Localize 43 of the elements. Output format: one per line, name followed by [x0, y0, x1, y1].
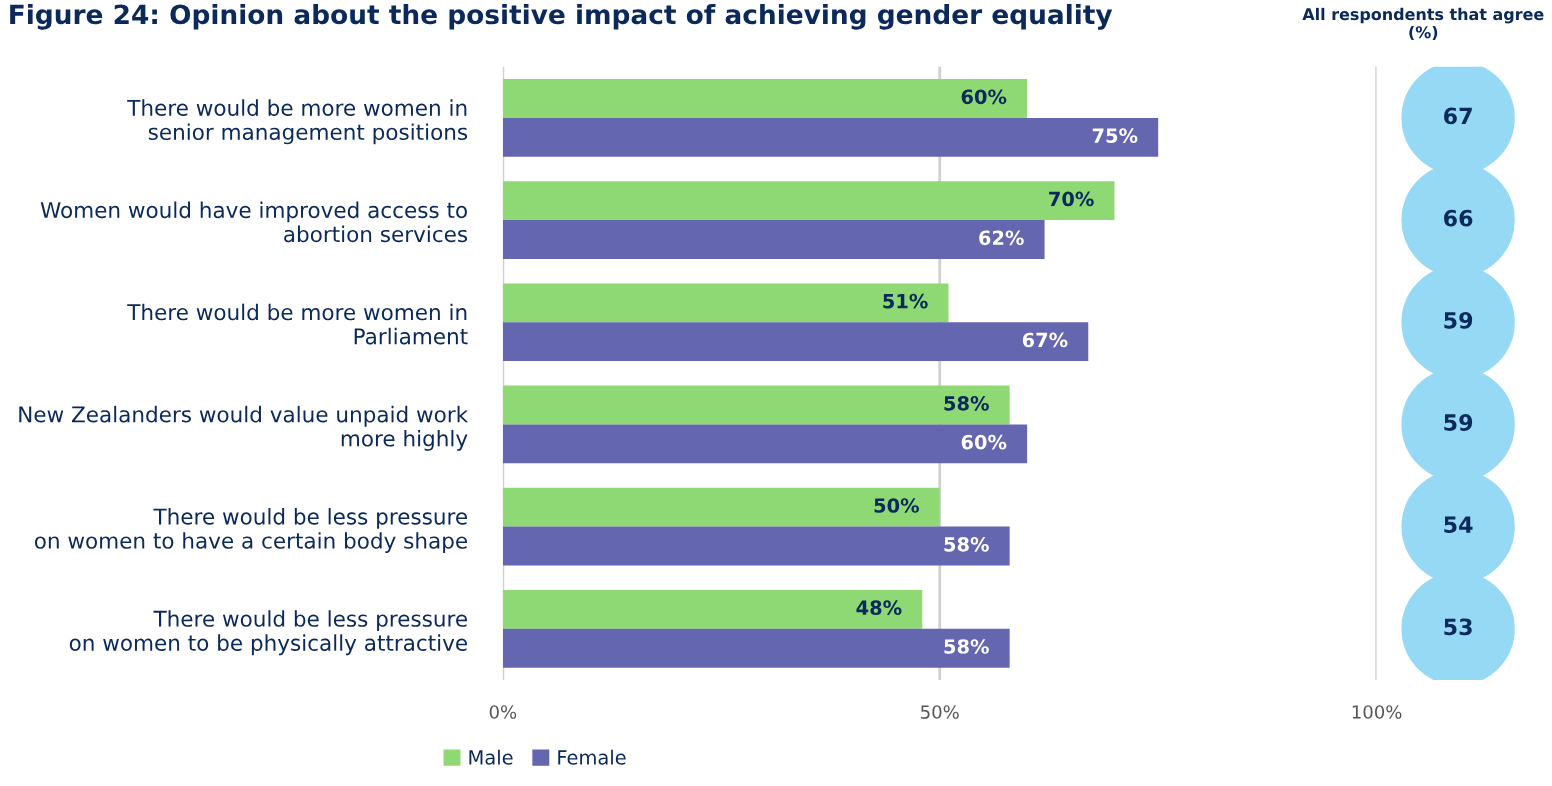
x-tick-label: 0% [489, 705, 517, 719]
x-tick-label: 50% [921, 705, 959, 719]
bar [502, 283, 949, 323]
text: All respondents that agree (%) [1302, 7, 1544, 41]
data-label: 60% [961, 434, 1007, 450]
data-label: 58% [944, 395, 989, 411]
data-label: 50% [874, 498, 919, 513]
y-tick-label: Women would have improved access to abortion services [40, 201, 468, 243]
data-label: 58% [944, 536, 989, 552]
bar [502, 628, 1010, 668]
bar [502, 589, 923, 629]
bar [502, 487, 940, 527]
bar [502, 322, 1089, 362]
y-tick-label: There would be more women in Parliament [127, 303, 468, 345]
data-label: 58% [944, 639, 989, 654]
bar [502, 526, 1010, 566]
data-label: 67 [1444, 107, 1472, 125]
bar [502, 79, 1028, 118]
bar [502, 220, 1045, 259]
bar [502, 385, 1010, 425]
y-tick-label: There would be more women in senior management positions [127, 99, 468, 145]
data-label: 53 [1444, 618, 1472, 636]
y-tick-label: There would be less pressure on women to have a certain body shape [34, 508, 467, 553]
data-label: 60% [961, 89, 1007, 105]
data-label: 75% [1092, 128, 1138, 143]
legend-label: Female [558, 749, 626, 765]
data-label: 59 [1444, 414, 1473, 431]
data-label: 66 [1444, 209, 1473, 227]
bar [502, 424, 1028, 464]
bar [502, 117, 1159, 157]
y-tick-label: There would be less pressure on women to be physically attractive [69, 610, 467, 656]
data-label: 62% [979, 230, 1024, 246]
data-label: 54 [1444, 516, 1473, 534]
chart-title: Figure 24: Opinion about the positive impact of achieving gender equality [10, 3, 1113, 30]
bar [502, 181, 1115, 221]
data-label: 59 [1444, 311, 1473, 329]
y-tick-label: New Zealanders would value unpaid work more highly [19, 405, 469, 451]
legend-label: Male [469, 749, 513, 765]
data-label: 48% [856, 600, 902, 616]
data-label: 51% [883, 293, 928, 309]
data-label: 67% [1022, 332, 1068, 348]
x-tick-label: 100% [1352, 705, 1402, 719]
data-label: 70% [1049, 191, 1094, 207]
